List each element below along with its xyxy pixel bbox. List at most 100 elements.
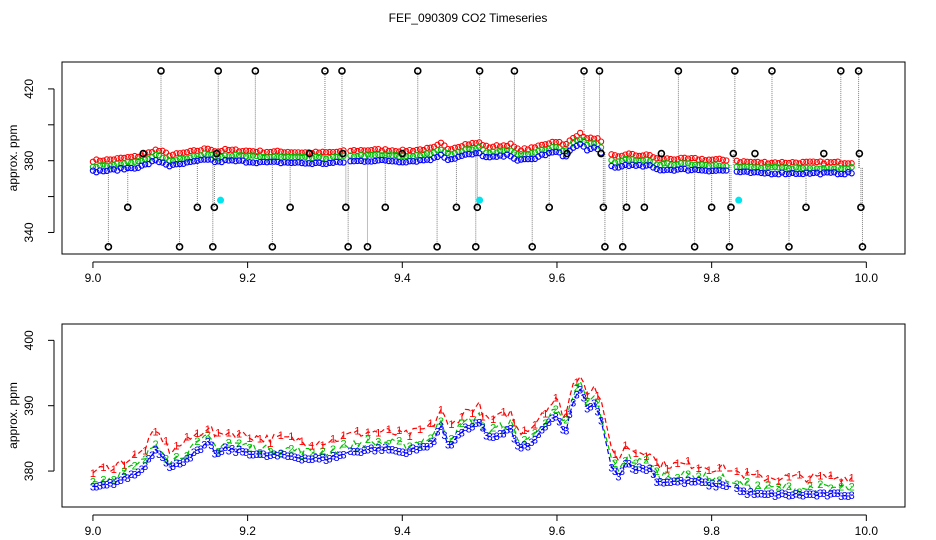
bottom-series-3-mark: 3	[240, 447, 246, 459]
calibration-point	[344, 243, 352, 251]
bottom-series-3-mark: 3	[532, 435, 538, 447]
top-series-1-point	[848, 160, 855, 167]
calibration-point	[707, 203, 716, 212]
bottom-series-3-mark: 3	[375, 443, 381, 455]
top-series-3-point	[340, 159, 347, 166]
top-series-2-point	[646, 158, 653, 165]
top-series-1-point	[733, 157, 740, 164]
top-series-3-point	[796, 170, 803, 177]
bottom-series-1-mark: 1	[417, 424, 423, 436]
top-series-1-point	[636, 152, 643, 160]
bottom-series-2-mark: 2	[417, 440, 423, 452]
calibration-point	[251, 67, 260, 75]
top-series-3-point	[375, 157, 382, 164]
bottom-panel: 9.0 9.2 9.4 9.6 9.8 10.0 380 390 400 approx. pp…	[6, 323, 906, 538]
top-series-1-point	[563, 140, 570, 148]
top-series-2-point	[556, 144, 563, 151]
top-series-3-point	[496, 152, 504, 159]
top-series-1-point	[660, 156, 667, 163]
top-series-3-point	[305, 160, 312, 167]
bottom-series-3-mark: 3	[786, 490, 792, 502]
top-y-axis-label: approx. ppm	[6, 125, 20, 192]
bottom-series-3-mark: 3	[267, 450, 273, 462]
top-series-3-point	[831, 169, 838, 176]
bottom-series-3-mark: 3	[191, 447, 197, 459]
top-series-3-point	[570, 144, 577, 151]
top-series-3-point	[319, 160, 326, 167]
bottom-series-3-mark: 3	[201, 439, 207, 451]
bottom-series-1-mark: 1	[320, 440, 326, 452]
top-series-3-point	[681, 165, 688, 173]
top-series-3-point	[103, 167, 111, 175]
top-series-2-point	[117, 161, 124, 168]
top-series-1-point	[187, 147, 194, 155]
top-series-3-point	[632, 162, 640, 169]
bottom-series-3-mark: 3	[434, 426, 440, 438]
bottom-series-1-mark: 1	[111, 464, 117, 476]
top-series-3-point	[590, 144, 598, 151]
calibration-point	[622, 203, 631, 212]
top-series-1-point	[274, 147, 281, 154]
bottom-series-2-line	[92, 379, 853, 494]
bottom-series-2-mark: 2	[184, 451, 190, 463]
bottom-series-3-mark: 3	[608, 462, 614, 474]
bottom-series-3-mark: 3	[166, 462, 172, 474]
bottom-series-2-mark: 2	[396, 436, 402, 448]
top-series-1-point	[235, 148, 243, 155]
top-series-3-point	[719, 167, 727, 174]
bottom-series-1-mark: 1	[716, 463, 722, 475]
bottom-series-3-mark: 3	[640, 463, 646, 475]
top-series-1-point	[204, 145, 211, 152]
bottom-series-3-mark: 3	[361, 445, 367, 457]
top-series-2-point	[364, 151, 372, 158]
top-series-3-point	[267, 158, 274, 165]
bottom-x-axis: 9.0 9.2 9.4 9.6 9.8 10.0	[85, 514, 878, 538]
bottom-series-3-mark: 3	[546, 417, 552, 429]
bottom-series-3-mark: 3	[810, 489, 816, 501]
top-series-2-point	[225, 153, 232, 160]
bottom-series-3-mark: 3	[132, 469, 138, 481]
top-series-2-point	[719, 162, 727, 170]
top-series-3-point	[204, 156, 211, 163]
bottom-series-2-mark: 2	[828, 483, 834, 495]
calibration-point	[413, 67, 422, 75]
top-series-3-point	[757, 169, 765, 177]
bottom-series-2-mark: 2	[622, 456, 628, 468]
bottom-series-3-mark: 3	[170, 461, 176, 473]
top-series-2-point	[521, 151, 528, 158]
top-series-2-point	[510, 149, 518, 156]
top-series-1-point	[667, 155, 674, 163]
top-series-3-point	[611, 164, 619, 171]
top-series-3-point	[636, 161, 643, 169]
bottom-series-3-mark: 3	[772, 491, 778, 503]
bottom-series-2-mark: 2	[553, 404, 559, 416]
top-series-3-point	[406, 158, 413, 165]
bottom-series-2-mark: 2	[142, 454, 148, 466]
top-series-3-point	[594, 146, 601, 153]
top-series-1-point	[173, 150, 180, 157]
calibration-point	[175, 243, 184, 251]
calibration-point	[104, 243, 113, 251]
bottom-series-3-mark: 3	[271, 449, 277, 461]
bottom-series-2-mark: 2	[90, 477, 96, 489]
bottom-x-tick-label: 9.6	[549, 524, 566, 538]
top-series-3-point	[312, 159, 319, 167]
top-series-3-point	[737, 168, 744, 176]
bottom-y-tick-label: 380	[22, 461, 36, 481]
cyan-marker-point	[735, 196, 743, 204]
top-series-2-point	[413, 152, 420, 159]
calibration-point	[785, 243, 793, 251]
bottom-series-3-mark: 3	[817, 488, 823, 500]
bottom-series-1-mark: 1	[438, 404, 444, 416]
top-series-3-point	[667, 166, 674, 173]
top-series-2-point	[799, 164, 807, 172]
bottom-series-1-mark: 1	[807, 474, 813, 486]
top-x-tick-label: 9.4	[394, 271, 411, 285]
top-series-1-point	[295, 149, 302, 156]
bottom-series-3-mark: 3	[807, 489, 813, 501]
top-series-3-point	[747, 169, 754, 177]
bottom-series-1-mark: 1	[695, 463, 701, 475]
bottom-series-1-mark: 1	[407, 431, 413, 443]
calibration-point	[210, 203, 219, 212]
bottom-series-3-mark: 3	[194, 445, 200, 457]
